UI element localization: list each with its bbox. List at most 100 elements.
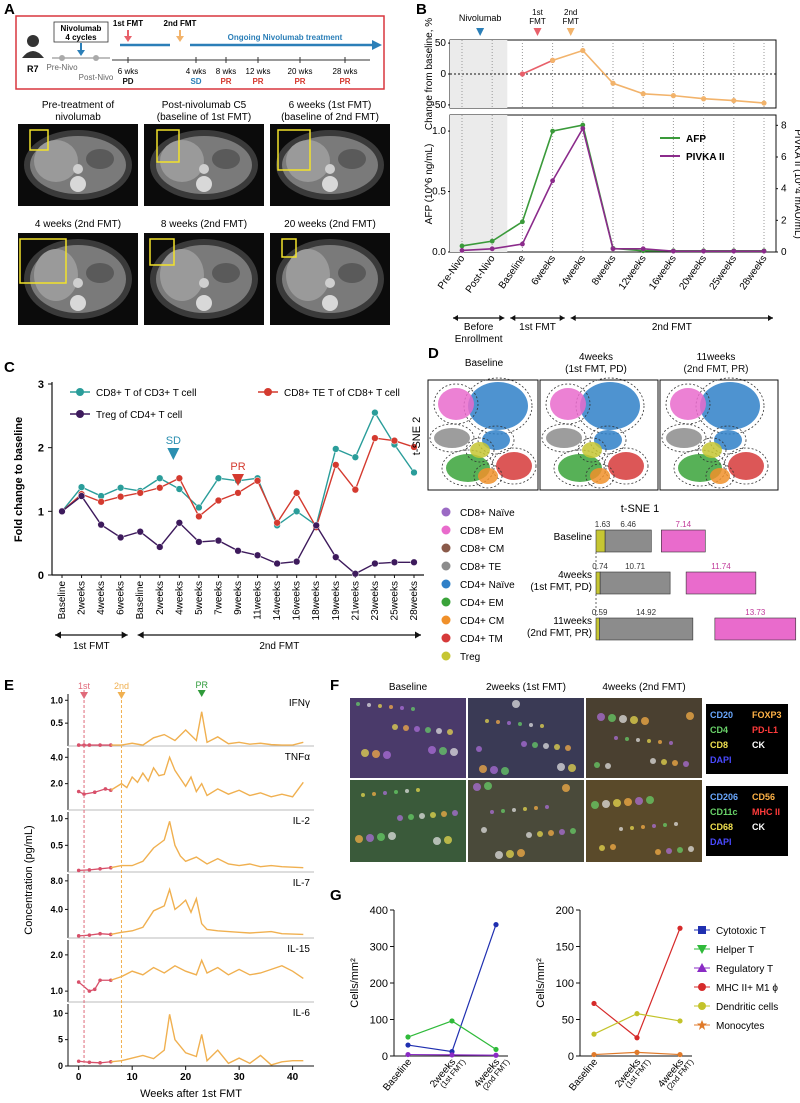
f-mif-image [350, 780, 466, 862]
b-bottom-point [580, 122, 586, 128]
fmt2-label: 2nd FMT [164, 19, 197, 28]
g-point [405, 1034, 411, 1040]
c-ylabel: Fold change to baseline [13, 417, 25, 542]
c-xtick-label: 9weeks [233, 581, 244, 615]
f-legend-label: CD11c [710, 807, 738, 817]
e-pre-point [76, 743, 81, 747]
f-mif-cell [392, 724, 398, 730]
ct-liver [160, 140, 204, 182]
f-mif-cell [383, 751, 391, 759]
f-legend-label: CD68 [710, 822, 733, 832]
f-mif-cell [677, 847, 683, 853]
f-mif-cell [397, 815, 403, 821]
c-point [195, 512, 203, 521]
f-mif-cell [501, 809, 505, 813]
e-pre-series [78, 867, 111, 872]
b-bottom-point [610, 246, 616, 252]
fmt1-label: 1st FMT [113, 19, 143, 28]
nivolumab-box [53, 21, 109, 43]
d-legend-label: CD4+ TM [460, 634, 503, 645]
panel-label-c: C [4, 359, 15, 376]
f-legend-box [706, 786, 788, 856]
e-post-series [110, 1014, 304, 1066]
g-legend-label: Cytotoxic T [716, 926, 766, 937]
tsne-cluster [594, 430, 622, 450]
e-pre-point [76, 1059, 81, 1064]
b-marker-label: Nivolumab [459, 13, 502, 23]
b-legend-label: AFP [686, 134, 706, 145]
f-mif-cell [636, 738, 640, 742]
e-pre-point [98, 931, 102, 936]
d-bar-segment [714, 617, 797, 641]
d-bar-value: 11.74 [711, 562, 731, 571]
c-point [332, 553, 340, 561]
b-bottom-ytick: 0.0 [432, 247, 446, 258]
tsne-cluster-outline [585, 463, 615, 489]
f-legend-box [706, 704, 788, 774]
f-mif-cell [548, 830, 554, 836]
g-point [677, 1051, 683, 1058]
e-pre-point [76, 868, 81, 873]
g-series-line [593, 1013, 681, 1035]
e-pre-point [92, 987, 97, 992]
panel-a: R7 Nivolumab 4 cycles Pre-Nivo Post-Nivo… [15, 15, 390, 325]
f-column-title: Baseline [389, 682, 428, 693]
b-group-arrow-right [768, 315, 773, 321]
g-ytick: 400 [370, 905, 388, 917]
ct-aorta [325, 164, 335, 174]
c-point [77, 483, 86, 491]
g-point [634, 1011, 640, 1017]
b-group-label: 1st FMT [519, 322, 556, 333]
c-group-label: 1st FMT [73, 641, 110, 652]
ct-spine [322, 295, 338, 311]
fmt1-arrowhead [124, 36, 132, 42]
f-mif-cell [630, 826, 634, 830]
e-ytick: 0.5 [50, 840, 63, 850]
c-group-arrow-right [415, 631, 421, 639]
tsne-cluster-outline [673, 449, 727, 487]
ct-caption: Pre-treatment of [42, 100, 114, 111]
c-annotation-arrow [232, 474, 244, 486]
tsne-cluster-outline [661, 423, 707, 453]
ct-stomach [86, 149, 114, 169]
f-mif-image [468, 698, 584, 778]
f-mif-image [350, 698, 466, 778]
c-xtick-label: 18weeks [311, 581, 322, 620]
tsne-cluster-outline [723, 447, 769, 485]
f-column-title: 4weeks (2nd FMT) [602, 682, 685, 693]
c-legend-label: CD8+ TE T of CD8+ T cell [284, 388, 400, 399]
e-ytick: 2.0 [50, 779, 63, 789]
f-mif-cell [594, 762, 600, 768]
post-nivo-label: Post-Nivo [79, 73, 114, 82]
b-top-ytick: -50 [432, 100, 447, 111]
d-legend-label: CD4+ Naïve [460, 580, 515, 591]
tsne-cluster-outline [709, 425, 747, 455]
c-point [97, 498, 105, 506]
c-xtick-label: 4weeks [174, 581, 185, 615]
c-point [58, 507, 66, 515]
d-bar-segment [595, 529, 606, 553]
f-mif-cell [485, 719, 489, 723]
f-mif-cell [591, 801, 599, 809]
e-post-series [110, 886, 304, 936]
tsne-title: (1st FMT, PD) [565, 364, 627, 375]
ct-aorta [325, 278, 335, 288]
tsne-cluster-outline [473, 463, 503, 489]
tsne-title: Baseline [465, 358, 504, 369]
d-legend-label: Treg [460, 652, 480, 663]
e-ytick: 4.0 [50, 752, 63, 762]
b-bottom-point [671, 248, 676, 254]
f-legend-label: CD8 [710, 740, 728, 750]
c-xtick-label: 23weeks [370, 581, 381, 620]
e-pre-point [87, 933, 92, 937]
d-bar-segment [604, 529, 652, 553]
b-bottom-ylabel-right: PIVKA II (10^4 mAU/mL) [792, 129, 800, 239]
f-mif-cell [605, 763, 611, 769]
g-legend-label: Monocytes [716, 1021, 764, 1032]
f-mif-cell [507, 721, 511, 725]
c-point [312, 521, 320, 529]
c-point [97, 521, 105, 529]
g-point [591, 1031, 597, 1037]
c-point [195, 538, 203, 546]
